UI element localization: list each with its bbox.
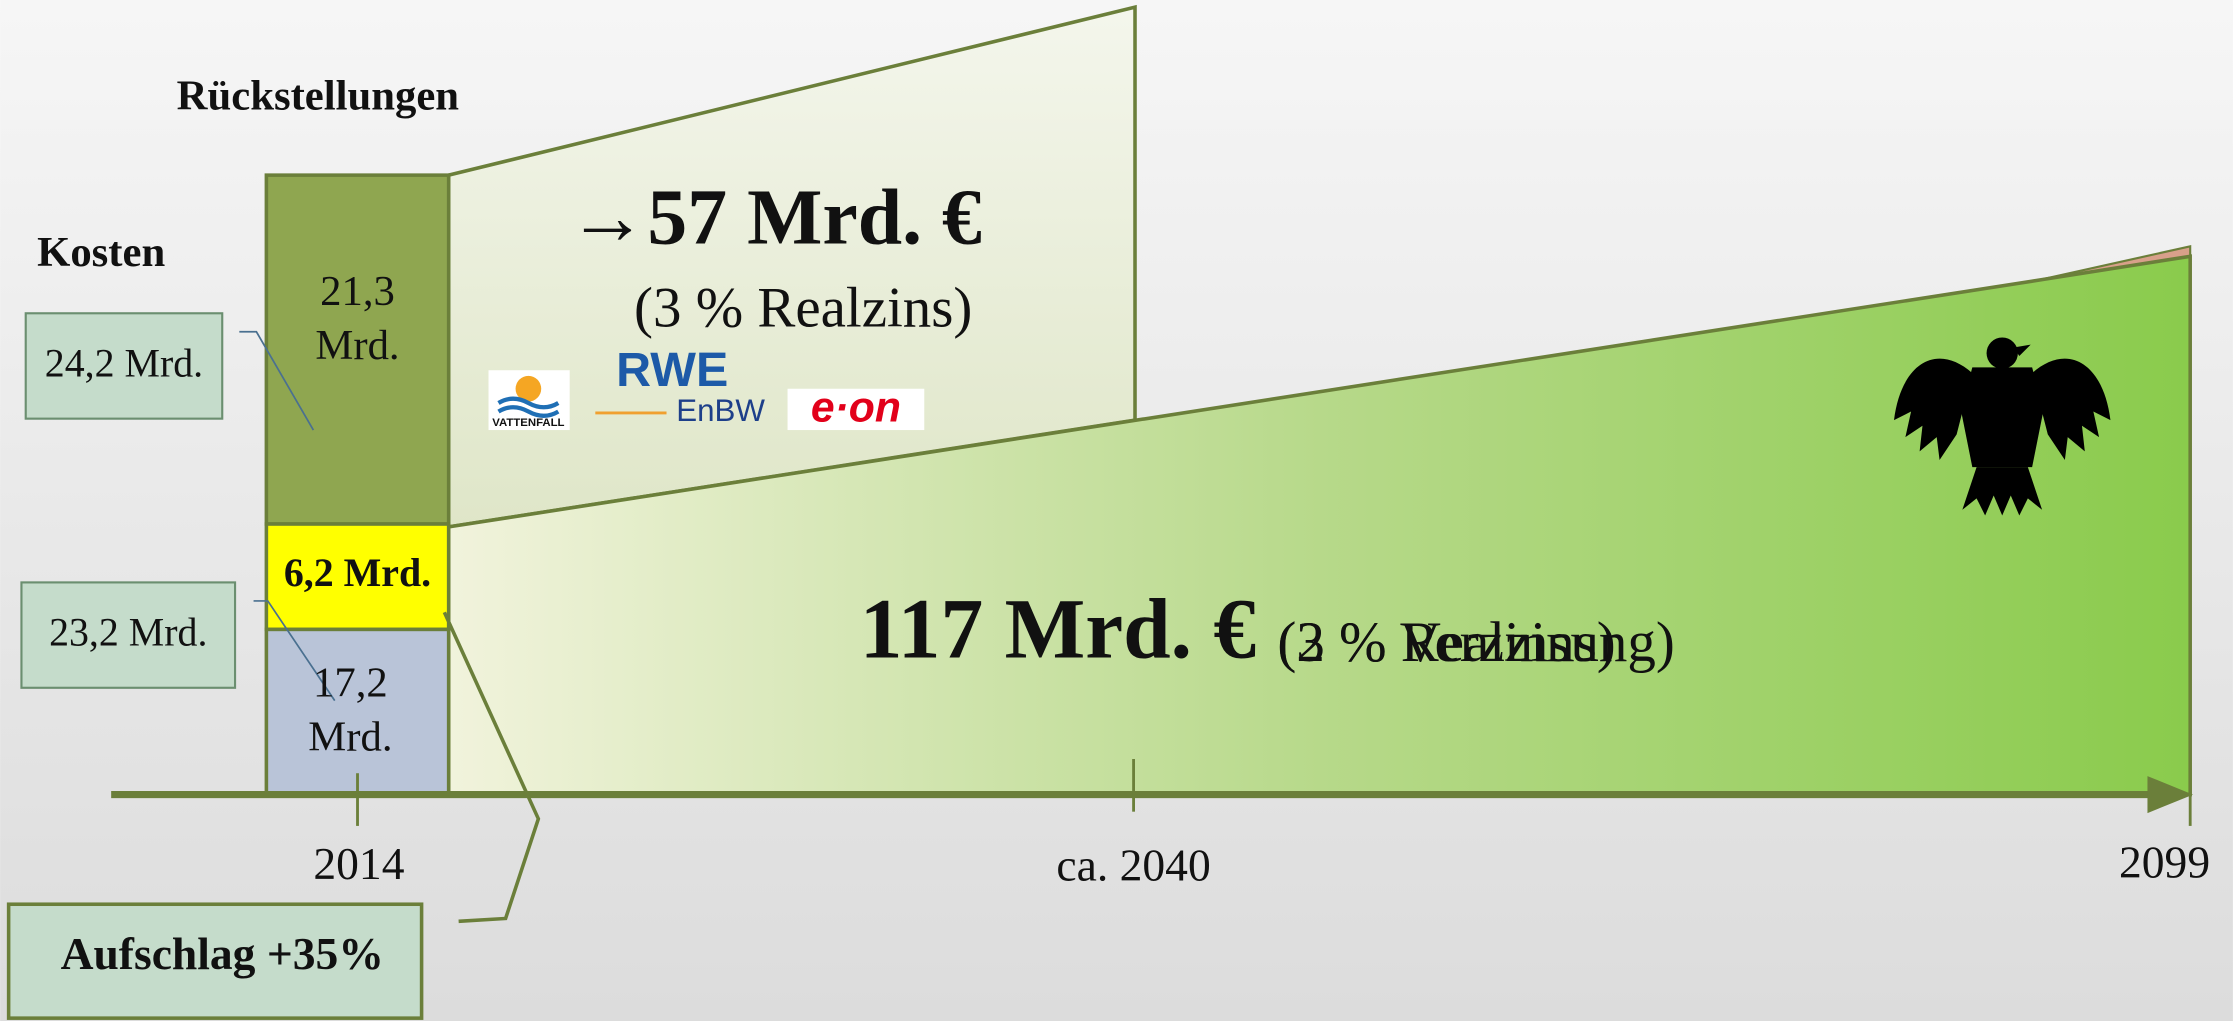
bar-value: 6,2 Mrd. (284, 550, 431, 595)
surcharge-label: Aufschlag +35% (61, 928, 384, 979)
timeline-label: 2014 (313, 838, 404, 889)
axis-arrow (2147, 776, 2194, 814)
line: 17,2 (313, 659, 388, 706)
cost-value: 24,2 Mrd. (45, 341, 203, 386)
lower-note: (2 % Verzinsung) (1277, 611, 1674, 674)
logo: RWE (616, 343, 728, 397)
bracket (442, 611, 541, 924)
logo: e·on (811, 383, 901, 431)
lower-note: (3 % Realzins) (1277, 611, 1615, 674)
line: Mrd. (315, 322, 399, 369)
line: 21,3 (320, 268, 395, 315)
line: Mrd. (308, 713, 392, 760)
timeline-label: ca. 2040 (1056, 840, 1210, 891)
timeline-label: 2099 (2119, 837, 2210, 888)
connector (239, 330, 315, 431)
logo-sun (515, 375, 542, 402)
cost-box (20, 581, 237, 689)
lower-amount: 117 Mrd. € (860, 583, 1256, 677)
logo-waves (497, 396, 560, 418)
upper-note: (3 % Realzins) (634, 276, 972, 339)
bar-value: 17,2 Mrd. (308, 659, 392, 760)
logo: VATTENFALL (492, 417, 564, 429)
bar-value: 21,3 Mrd. (315, 268, 399, 369)
provisions-label: Rückstellungen (177, 72, 460, 119)
bar-upper (264, 173, 451, 526)
surcharge-box (6, 902, 424, 1020)
costs-label: Kosten (37, 229, 165, 276)
cost-box (24, 312, 224, 420)
connector (253, 600, 336, 702)
bar-middle (264, 522, 451, 632)
cost-value: 23,2 Mrd. (49, 610, 207, 655)
federal-eagle (1893, 337, 2111, 516)
bar-lower (264, 627, 451, 797)
upper-amount: →57 Mrd. € (568, 173, 982, 261)
logo-bg (787, 388, 925, 431)
logo: EnBW (676, 393, 765, 428)
